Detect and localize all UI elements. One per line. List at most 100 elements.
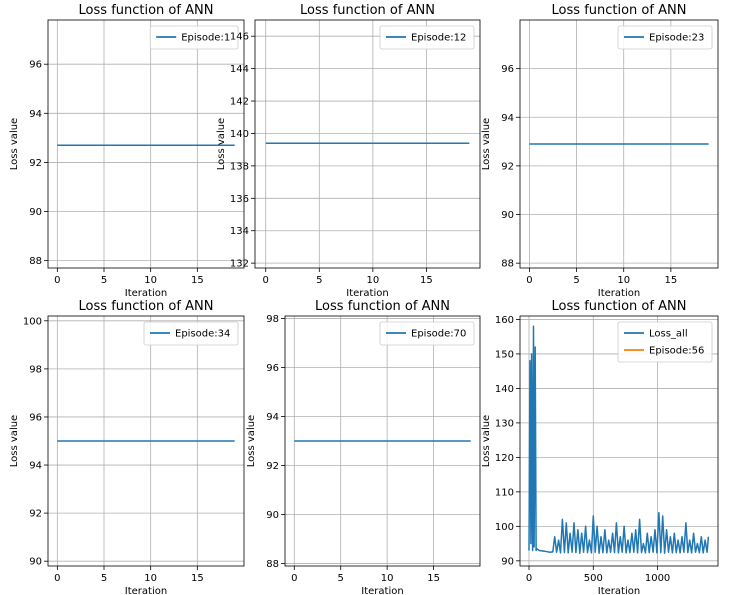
y-tick-label: 140: [230, 129, 249, 140]
y-tick-label: 160: [495, 315, 514, 326]
legend-label: Episode:56: [649, 346, 704, 357]
x-axis-label: Iteration: [598, 586, 640, 595]
y-tick-label: 142: [230, 97, 249, 108]
x-tick-label: 0: [54, 275, 60, 286]
y-tick-label: 120: [495, 453, 514, 464]
subplot-6: 0 500 1000 90 100 110 120 130 140 150 160 Loss func…: [481, 299, 719, 595]
y-tick-label: 88: [501, 259, 514, 270]
y-tick-label: 92: [29, 158, 42, 169]
legend-box: [143, 321, 239, 346]
x-tick-label: 15: [191, 573, 204, 584]
legend-box: [617, 321, 713, 363]
subplot-3: 0 5 10 15 88 90 92 94 96 Loss function of ANN Iter…: [481, 3, 719, 299]
y-tick-label: 88: [29, 256, 42, 267]
legend-label: Episode:34: [175, 329, 230, 340]
legend-box: [379, 321, 475, 346]
y-tick-label: 130: [495, 418, 514, 429]
subplot-title: Loss function of ANN: [79, 299, 214, 314]
subplot-title: Loss function of ANN: [300, 3, 435, 18]
y-axis-label: Loss value: [216, 118, 227, 170]
x-tick-label: 0: [291, 573, 297, 584]
x-tick-label: 0: [54, 573, 60, 584]
legend: Episode:1: [149, 25, 239, 50]
y-axis-label: Loss value: [481, 415, 492, 467]
y-tick-label: 96: [29, 412, 42, 423]
legend-label: Episode:1: [181, 33, 230, 44]
y-tick-label: 100: [495, 522, 514, 533]
legend: Episode:70: [379, 321, 475, 346]
x-tick-label: 10: [144, 275, 157, 286]
x-tick-label: 5: [573, 275, 579, 286]
axes-frame: [519, 315, 719, 567]
y-axis-label: Loss value: [9, 415, 20, 467]
x-axis-label: Iteration: [125, 288, 167, 299]
x-tick-label: 15: [420, 275, 433, 286]
legend-label: Episode:70: [411, 329, 466, 340]
y-axis-label: Loss value: [9, 118, 20, 170]
x-axis-label: Iteration: [125, 586, 167, 595]
legend-label: Episode:12: [411, 33, 466, 44]
y-tick-label: 150: [495, 349, 514, 360]
x-tick-label: 5: [316, 275, 322, 286]
y-axis-label: Loss value: [481, 118, 492, 170]
legend: Episode:12: [379, 25, 475, 50]
y-tick-label: 100: [23, 316, 42, 327]
subplot-title: Loss function of ANN: [315, 299, 450, 314]
x-axis-label: Iteration: [346, 288, 388, 299]
x-tick-label: 500: [584, 573, 603, 584]
x-tick-label: 0: [526, 275, 532, 286]
x-tick-label: 15: [191, 275, 204, 286]
subplot-4: 0 5 10 15 90 92 94 96 98 100 Loss function of ANN I…: [9, 299, 245, 595]
x-tick-label: 10: [366, 275, 379, 286]
y-tick-label: 144: [230, 64, 249, 75]
y-tick-label: 94: [29, 461, 42, 472]
x-tick-label: 0: [263, 275, 269, 286]
y-tick-label: 90: [501, 210, 514, 221]
subplot-5: 0 5 10 15 88 90 92 94 96 98 Loss function of ANN It…: [246, 299, 481, 595]
y-tick-label: 94: [266, 412, 279, 423]
x-tick-label: 15: [664, 275, 677, 286]
legend: Loss_all Episode:56: [617, 321, 713, 363]
y-tick-label: 96: [501, 64, 514, 75]
x-tick-label: 0: [526, 573, 532, 584]
y-tick-label: 90: [29, 557, 42, 568]
x-tick-label: 1000: [645, 573, 670, 584]
legend-label: Loss_all: [649, 329, 688, 340]
legend-box: [379, 25, 475, 50]
x-tick-label: 10: [144, 573, 157, 584]
x-axis-label: Iteration: [598, 288, 640, 299]
y-tick-label: 92: [29, 509, 42, 520]
y-tick-label: 96: [29, 60, 42, 71]
subplot-title: Loss function of ANN: [552, 3, 687, 18]
y-tick-label: 96: [266, 363, 279, 374]
axes-frame: [284, 315, 481, 567]
x-tick-label: 10: [617, 275, 630, 286]
axes-frame: [47, 19, 245, 269]
subplot-2: 0 5 10 15 132 134 136 138 140 142 144 146 Loss funct…: [216, 3, 481, 299]
series-line-loss-all: [528, 325, 710, 554]
y-tick-label: 138: [230, 161, 249, 172]
y-tick-label: 98: [266, 314, 279, 325]
y-tick-label: 90: [266, 510, 279, 521]
y-tick-label: 98: [29, 364, 42, 375]
y-tick-label: 92: [501, 161, 514, 172]
y-tick-label: 90: [501, 556, 514, 567]
x-tick-label: 15: [427, 573, 440, 584]
legend-label: Episode:23: [649, 33, 704, 44]
y-tick-label: 90: [29, 207, 42, 218]
y-axis-label: Loss value: [246, 415, 257, 467]
subplot-title: Loss function of ANN: [79, 3, 214, 18]
y-tick-label: 134: [230, 226, 249, 237]
x-tick-label: 10: [381, 573, 394, 584]
x-tick-label: 5: [101, 573, 107, 584]
y-tick-label: 110: [495, 487, 514, 498]
legend: Episode:34: [143, 321, 239, 346]
y-tick-label: 92: [266, 461, 279, 472]
subplot-title: Loss function of ANN: [552, 299, 687, 314]
y-tick-label: 132: [230, 259, 249, 270]
legend-box: [617, 25, 713, 50]
y-tick-label: 94: [501, 113, 514, 124]
x-tick-label: 5: [101, 275, 107, 286]
y-tick-label: 146: [230, 32, 249, 43]
